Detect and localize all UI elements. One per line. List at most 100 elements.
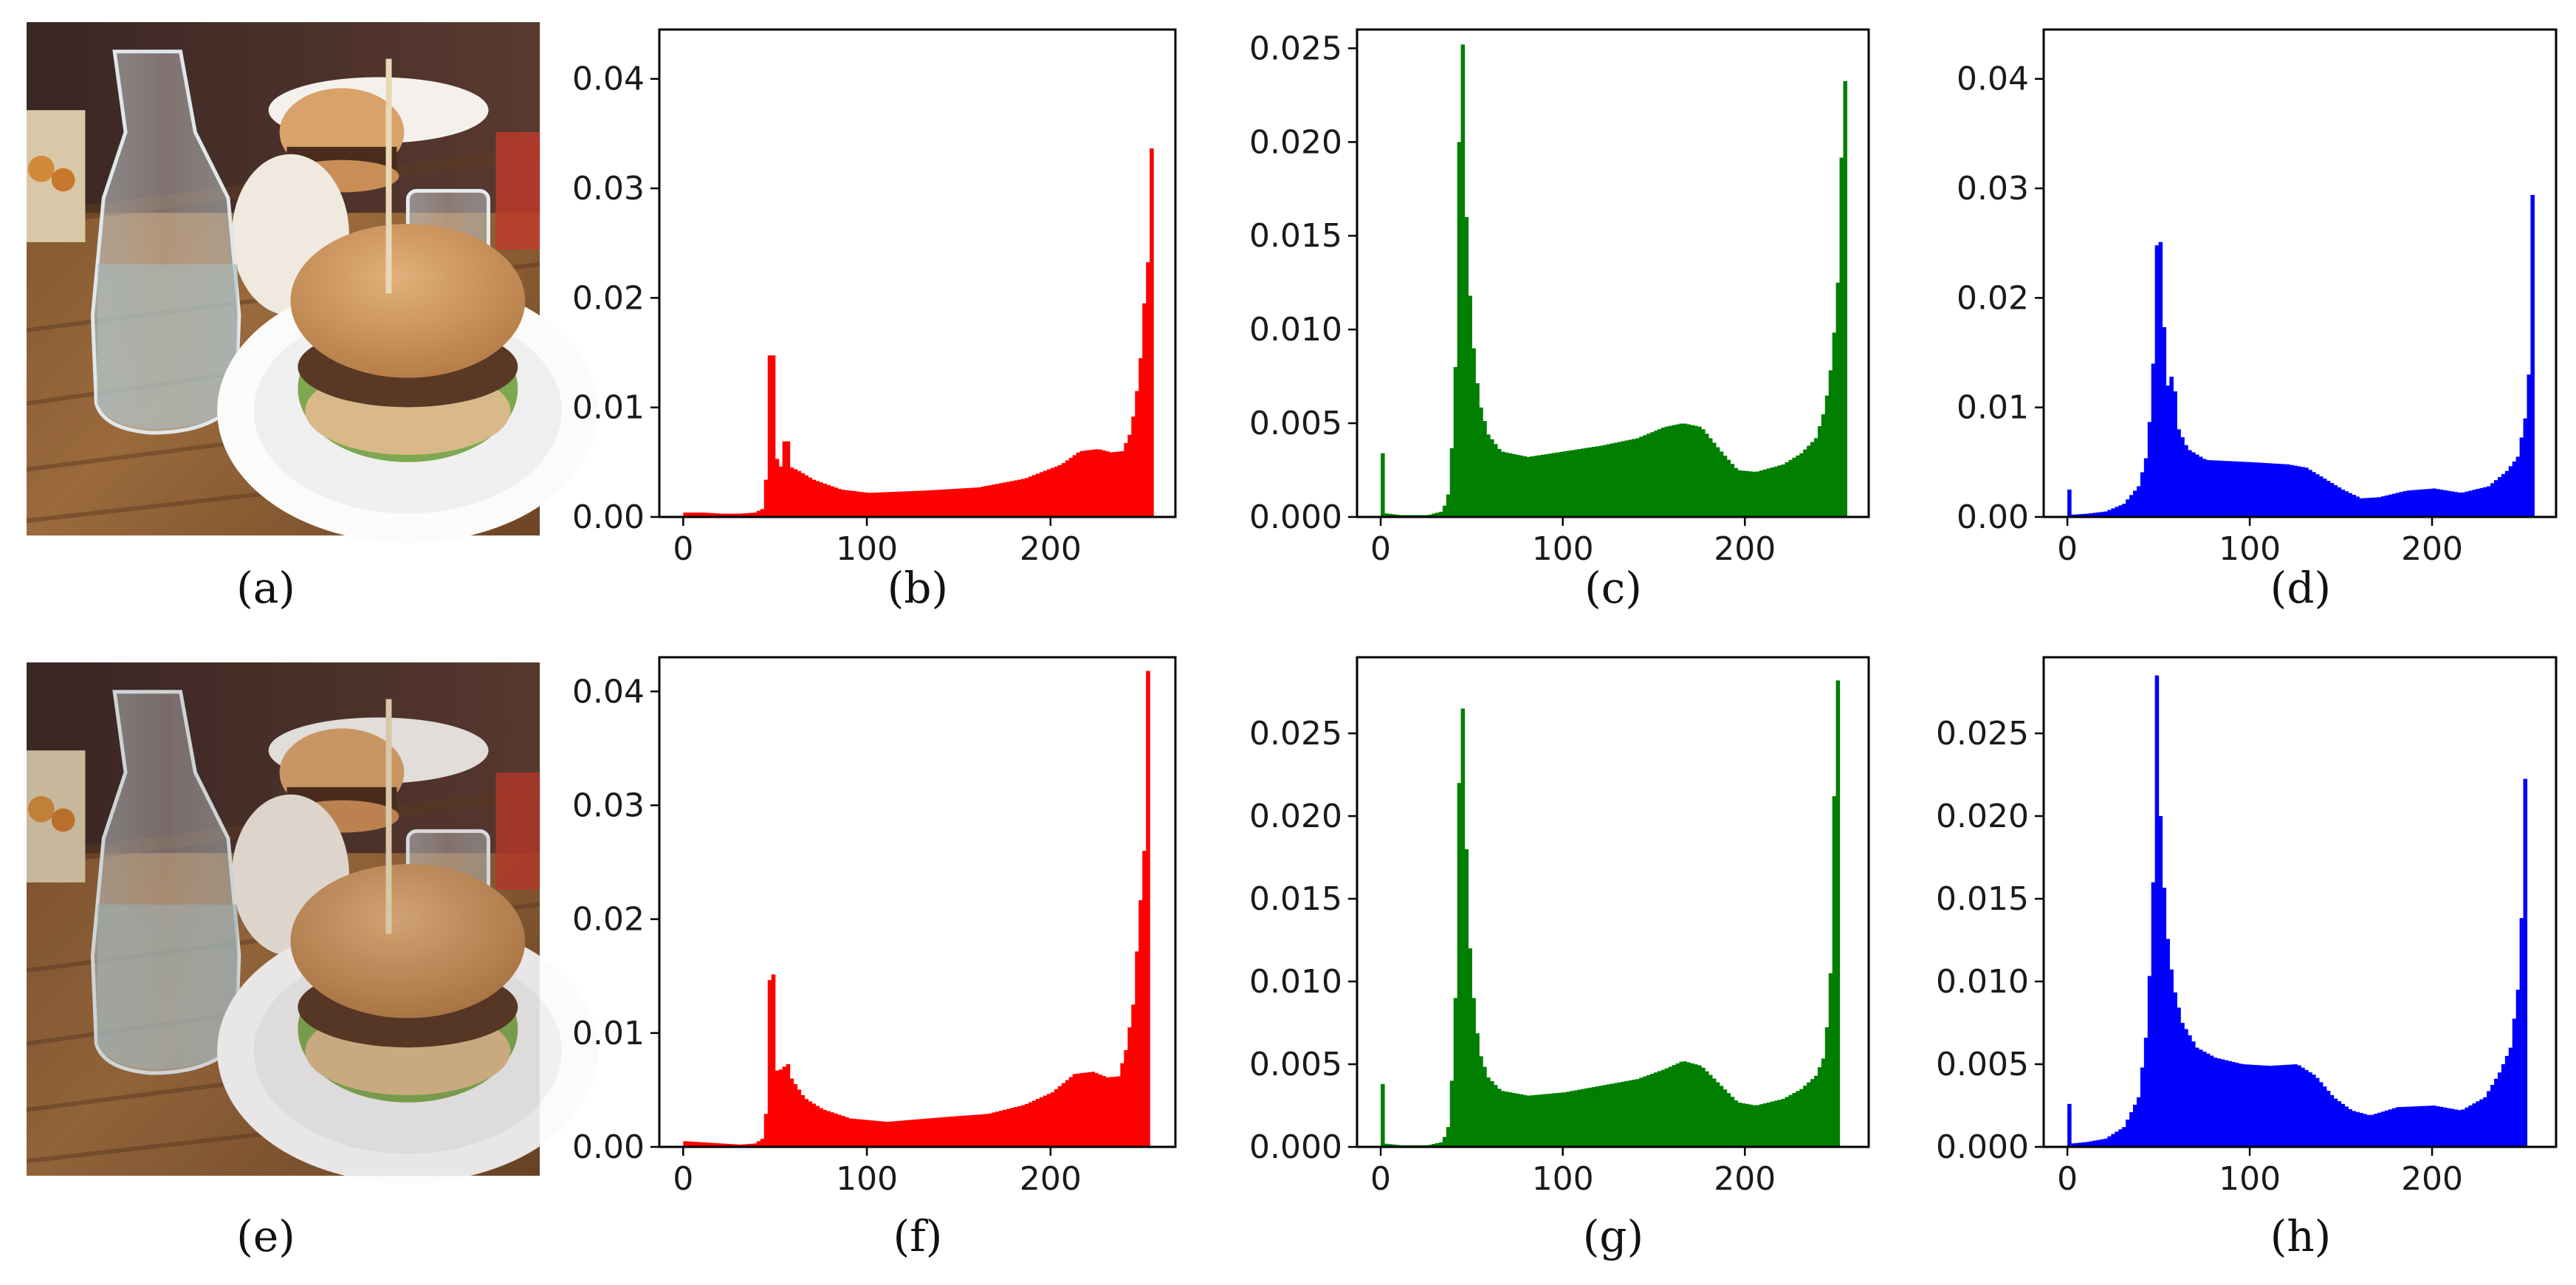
y-tick-label: 0.03 <box>1957 170 2029 208</box>
histogram-bar <box>951 1116 956 1147</box>
histogram-bar <box>2085 1142 2090 1147</box>
histogram-bar <box>1065 1080 1070 1147</box>
histogram-bar <box>1057 465 1062 517</box>
histogram-bar <box>1730 1097 1735 1147</box>
histogram-bar <box>1457 142 1462 517</box>
histogram-bar <box>1479 1056 1483 1147</box>
caption-e: (e) <box>236 1211 295 1261</box>
histogram-bar <box>845 490 849 517</box>
histogram-bar <box>2399 492 2404 517</box>
histogram-bar <box>1057 1086 1062 1147</box>
histogram-bar <box>1690 425 1694 517</box>
histogram-bar <box>973 1114 978 1147</box>
histogram-bar <box>921 490 927 517</box>
histogram-bar <box>1471 348 1476 517</box>
histogram-bar <box>2508 1047 2513 1147</box>
histogram-bar <box>2442 1107 2448 1147</box>
histogram-bar <box>848 1118 853 1147</box>
histogram-bar <box>1777 465 1782 517</box>
histogram-bar <box>1824 395 1830 517</box>
histogram-bar <box>1131 417 1136 517</box>
histogram-bar <box>992 484 996 517</box>
histogram-bar <box>1796 1091 1800 1147</box>
histogram-bar <box>2129 1111 2134 1147</box>
histogram-bar <box>741 513 746 517</box>
histogram-bar <box>992 1112 996 1147</box>
histogram-bar <box>2333 1098 2338 1147</box>
histogram-bar <box>1701 429 1706 517</box>
histogram-bar <box>774 1070 780 1147</box>
y-tick-label: 0.01 <box>572 1015 645 1052</box>
histogram-bar <box>2275 463 2280 517</box>
histogram-bar <box>2304 1069 2309 1147</box>
histogram-bar <box>1762 1103 1768 1147</box>
histogram-bar <box>1464 216 1469 517</box>
histogram-bar <box>1606 444 1611 517</box>
histogram-bar <box>1617 1082 1622 1147</box>
histogram-bar <box>1068 1077 1074 1147</box>
histogram-bar <box>1664 426 1669 517</box>
histogram-bar <box>1113 452 1117 517</box>
histogram-bar <box>760 1139 765 1147</box>
histogram-bar <box>2380 496 2386 517</box>
histogram-bar <box>2453 492 2459 517</box>
histogram-bar <box>921 1118 927 1147</box>
histogram-bar <box>2436 1106 2440 1147</box>
histogram-bar <box>705 1142 710 1147</box>
histogram-bar <box>808 1101 813 1147</box>
histogram-bar <box>1076 452 1081 517</box>
histogram-bar <box>2278 464 2284 517</box>
histogram-bar <box>2301 1067 2305 1147</box>
histogram-bar <box>1762 469 1768 517</box>
histogram-bar <box>1613 442 1618 517</box>
histogram-bar <box>1014 1107 1018 1147</box>
histogram-bar <box>1596 1086 1600 1147</box>
histogram-bar <box>1621 1081 1626 1147</box>
histogram-bar <box>837 1114 842 1147</box>
histogram-bar <box>1814 1075 1818 1147</box>
histogram-bar <box>2363 498 2367 517</box>
histogram-bar <box>1381 1083 1385 1147</box>
histogram-bar <box>1387 513 1392 517</box>
histogram-bar <box>2220 460 2225 517</box>
histogram-bar <box>1835 680 1841 1147</box>
histogram-bar <box>2417 490 2422 517</box>
histogram-bar <box>1708 1075 1713 1147</box>
histogram-bar <box>1748 471 1753 517</box>
histogram-bar <box>1807 1082 1811 1147</box>
histogram-bar <box>1694 425 1698 517</box>
histogram-bar <box>760 509 765 517</box>
histogram-bar <box>1428 514 1432 517</box>
histogram-bar <box>966 1115 970 1147</box>
histogram-bar <box>1766 1102 1771 1147</box>
histogram-bar <box>2191 452 2196 517</box>
histogram-bar <box>1759 1104 1764 1147</box>
histogram-bar <box>1127 1027 1132 1147</box>
histogram-bar <box>2377 497 2382 517</box>
histogram-bar <box>1515 1093 1520 1147</box>
histogram-bar <box>2151 882 2156 1147</box>
histogram-bar <box>918 1119 923 1147</box>
histogram-bar <box>2504 1055 2510 1147</box>
histogram-bar <box>797 470 802 517</box>
histogram-bar <box>1515 454 1520 517</box>
histogram-bar <box>896 1120 901 1147</box>
histogram-bar <box>2450 491 2455 517</box>
histogram-bar <box>786 441 791 517</box>
histogram-bar <box>2370 497 2374 517</box>
histogram-bar <box>1475 383 1480 517</box>
histogram-bar <box>2169 969 2174 1147</box>
histogram-bar <box>1050 1092 1055 1147</box>
histogram-bar <box>1570 450 1575 517</box>
histogram-bar <box>2487 486 2491 517</box>
histogram-bar <box>2348 493 2352 517</box>
histogram-bar <box>2380 1111 2386 1147</box>
histogram-bar <box>774 459 780 517</box>
histogram-bar <box>1606 1084 1611 1147</box>
histogram-bar <box>863 1120 868 1147</box>
histogram-bar <box>1788 459 1793 517</box>
histogram-bar <box>2198 1049 2203 1147</box>
histogram-bar <box>2173 992 2177 1147</box>
histogram-bar <box>2074 514 2079 517</box>
histogram-bar <box>1843 80 1847 517</box>
